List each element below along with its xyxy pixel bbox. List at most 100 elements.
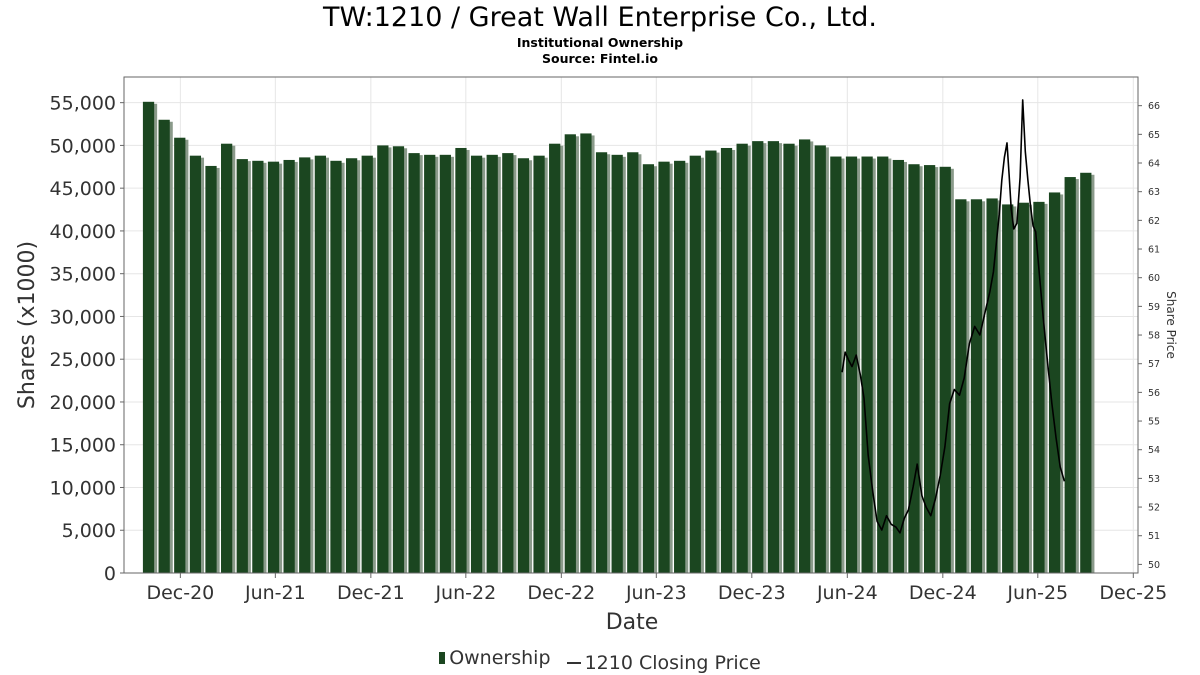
ownership-bar bbox=[923, 165, 936, 573]
left-y-axis: 0 5,000 10,000 15,000 20,000 25,000 30,000 35,0… bbox=[50, 93, 124, 585]
legend-label-price: 1210 Closing Price bbox=[584, 652, 761, 674]
y2-tick-label: 56 bbox=[1148, 388, 1160, 399]
chart-subtitle: Institutional Ownership bbox=[516, 35, 684, 50]
y-tick-label: 45,000 bbox=[50, 178, 116, 200]
ownership-bar bbox=[720, 147, 733, 573]
chart-legend: Ownership 1210 Closing Price bbox=[0, 647, 1200, 674]
y-tick-label: 50,000 bbox=[50, 135, 116, 157]
ownership-bar bbox=[627, 152, 639, 573]
bar-swatch-icon bbox=[439, 652, 446, 664]
y2-tick-label: 55 bbox=[1148, 417, 1160, 428]
y2-tick-label: 51 bbox=[1148, 531, 1160, 542]
y-tick-label: 30,000 bbox=[50, 306, 116, 328]
ownership-bar bbox=[205, 165, 217, 573]
y2-tick-label: 63 bbox=[1148, 187, 1160, 198]
ownership-bar bbox=[314, 155, 326, 574]
ownership-bar bbox=[408, 153, 420, 573]
ownership-bar bbox=[1048, 192, 1061, 573]
x-tick-label: Dec-22 bbox=[527, 582, 595, 604]
y-tick-label: 15,000 bbox=[50, 435, 116, 457]
ownership-bar bbox=[439, 154, 451, 574]
ownership-bar bbox=[502, 153, 514, 573]
ownership-bar bbox=[299, 157, 311, 573]
ownership-bar bbox=[736, 143, 748, 574]
ownership-bar bbox=[377, 145, 389, 573]
x-tick-label: Dec-21 bbox=[337, 582, 405, 604]
plot-frame bbox=[123, 76, 1139, 574]
y-tick-label: 55,000 bbox=[50, 93, 116, 115]
legend-item-ownership: Ownership bbox=[439, 647, 551, 669]
ownership-bar bbox=[799, 139, 811, 573]
ownership-bar bbox=[1080, 172, 1092, 574]
ownership-bar bbox=[642, 164, 655, 573]
y-tick-label: 5,000 bbox=[62, 520, 116, 542]
ownership-bar bbox=[486, 154, 498, 574]
x-tick-label: Jun-21 bbox=[244, 582, 306, 604]
ownership-bar bbox=[549, 143, 561, 574]
ownership-bar bbox=[580, 133, 592, 573]
ownership-bar bbox=[517, 158, 530, 573]
y-tick-label: 0 bbox=[104, 563, 116, 585]
legend-item-price: 1210 Closing Price bbox=[561, 652, 761, 674]
y2-tick-label: 66 bbox=[1148, 101, 1160, 112]
y2-tick-label: 52 bbox=[1148, 503, 1160, 514]
ownership-bar bbox=[470, 155, 483, 574]
y2-tick-label: 61 bbox=[1148, 245, 1160, 256]
ownership-bar bbox=[595, 152, 608, 573]
ownership-bar bbox=[830, 156, 842, 573]
x-axis-label: Date bbox=[606, 610, 659, 635]
ownership-bar bbox=[767, 141, 780, 573]
y-tick-label: 35,000 bbox=[50, 264, 116, 286]
y2-tick-label: 65 bbox=[1148, 130, 1160, 141]
ownership-bar bbox=[674, 160, 686, 574]
ownership-bar bbox=[861, 156, 873, 573]
right-y-axis: 50 51 52 53 54 55 56 57 58 59 60 61 62 63 64 65 66 bbox=[1138, 101, 1160, 571]
x-tick-label: Dec-23 bbox=[718, 582, 786, 604]
ownership-bar bbox=[611, 154, 623, 574]
y2-tick-label: 50 bbox=[1148, 560, 1160, 571]
x-tick-label: Dec-24 bbox=[909, 582, 977, 604]
y2-axis-label: Share Price bbox=[1164, 291, 1178, 359]
ownership-bar bbox=[267, 161, 280, 574]
ownership-bar bbox=[174, 137, 186, 574]
ownership-bar bbox=[361, 155, 373, 574]
ownership-bar bbox=[564, 134, 576, 573]
y-tick-label: 10,000 bbox=[50, 477, 116, 499]
ownership-bar bbox=[955, 199, 967, 573]
price-line-group bbox=[841, 99, 1066, 534]
ownership-bar bbox=[783, 143, 795, 574]
ownership-bar bbox=[392, 146, 405, 573]
x-tick-label: Dec-25 bbox=[1099, 582, 1167, 604]
y-axis-label: Shares (x1000) bbox=[15, 241, 40, 409]
x-tick-label: Jun-23 bbox=[625, 582, 687, 604]
y-tick-label: 25,000 bbox=[50, 349, 116, 371]
ownership-bar bbox=[142, 101, 155, 574]
ownership-bar bbox=[1002, 204, 1014, 573]
ownership-bar bbox=[283, 159, 295, 573]
y2-tick-label: 53 bbox=[1148, 474, 1160, 485]
ownership-bars bbox=[142, 101, 1095, 574]
ownership-bar bbox=[221, 143, 233, 574]
line-swatch-icon bbox=[566, 662, 581, 664]
ownership-bar bbox=[424, 154, 436, 574]
y2-tick-label: 64 bbox=[1148, 159, 1160, 170]
chart-title: TW:1210 / Great Wall Enterprise Co., Ltd… bbox=[322, 2, 877, 33]
ownership-bar bbox=[877, 156, 889, 573]
ownership-bar bbox=[705, 150, 717, 573]
ownership-bar bbox=[752, 141, 764, 573]
ownership-bar bbox=[892, 159, 904, 573]
ownership-bar bbox=[252, 160, 264, 574]
legend-label-ownership: Ownership bbox=[449, 647, 551, 669]
ownership-bar bbox=[689, 155, 701, 574]
y-tick-label: 20,000 bbox=[50, 392, 116, 414]
x-tick-label: Jun-25 bbox=[1006, 582, 1068, 604]
y2-tick-label: 60 bbox=[1148, 273, 1160, 284]
ownership-bar bbox=[939, 166, 951, 574]
ownership-bar bbox=[158, 119, 170, 574]
price-line bbox=[841, 99, 1066, 534]
ownership-bar bbox=[908, 164, 920, 573]
ownership-bar bbox=[658, 161, 670, 574]
y2-tick-label: 59 bbox=[1148, 302, 1160, 313]
ownership-bar bbox=[1033, 201, 1045, 574]
